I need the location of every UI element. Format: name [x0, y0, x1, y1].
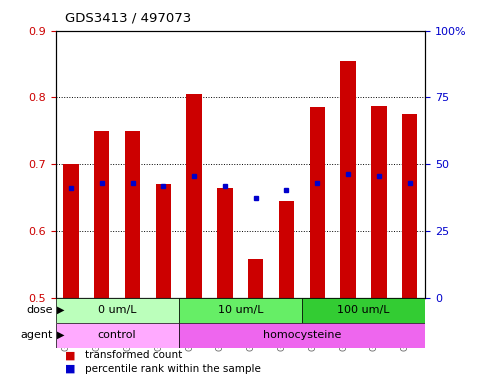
Bar	[371, 106, 386, 298]
Bar	[302, 298, 425, 323]
Bar	[63, 164, 79, 298]
Text: ▶: ▶	[57, 305, 64, 315]
Bar	[125, 131, 140, 298]
Bar	[156, 184, 171, 298]
Text: 0 um/L: 0 um/L	[98, 305, 136, 315]
Bar	[94, 131, 110, 298]
Bar	[310, 108, 325, 298]
Bar	[217, 187, 233, 298]
Text: percentile rank within the sample: percentile rank within the sample	[85, 364, 260, 374]
Bar	[179, 298, 302, 323]
Text: agent: agent	[21, 330, 53, 340]
Text: control: control	[98, 330, 136, 340]
Bar	[179, 323, 425, 348]
Text: transformed count: transformed count	[85, 350, 182, 360]
Bar	[56, 323, 179, 348]
Text: homocysteine: homocysteine	[263, 330, 341, 340]
Text: 10 um/L: 10 um/L	[217, 305, 263, 315]
Bar	[248, 259, 263, 298]
Bar	[402, 114, 417, 298]
Bar	[56, 298, 179, 323]
Bar	[186, 94, 202, 298]
Bar	[279, 201, 294, 298]
Text: ■: ■	[65, 364, 76, 374]
Text: ▶: ▶	[57, 330, 64, 340]
Text: dose: dose	[27, 305, 53, 315]
Bar	[341, 61, 356, 298]
Text: GDS3413 / 497073: GDS3413 / 497073	[65, 12, 191, 25]
Text: 100 um/L: 100 um/L	[337, 305, 390, 315]
Text: ■: ■	[65, 350, 76, 360]
